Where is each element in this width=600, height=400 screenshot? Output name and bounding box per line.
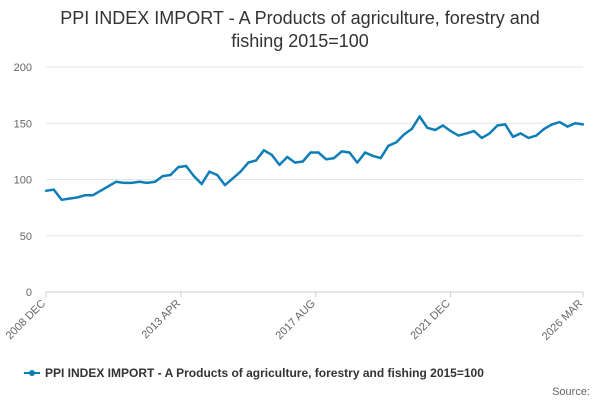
data-point[interactable] (418, 115, 421, 118)
data-point[interactable] (340, 150, 343, 153)
data-point[interactable] (542, 127, 546, 131)
y-tick-label: 0 (26, 287, 32, 299)
data-point[interactable] (356, 161, 359, 164)
data-point[interactable] (410, 127, 413, 131)
data-point[interactable] (138, 180, 141, 183)
data-point[interactable] (208, 170, 211, 173)
y-tick-label: 200 (14, 62, 32, 74)
data-point[interactable] (83, 194, 87, 197)
data-point[interactable] (146, 181, 149, 185)
data-point[interactable] (480, 136, 483, 140)
data-point[interactable] (91, 194, 94, 197)
data-point[interactable] (223, 183, 227, 187)
series-group (44, 115, 585, 202)
data-point[interactable] (550, 123, 554, 126)
data-point[interactable] (535, 134, 538, 137)
data-point[interactable] (566, 125, 569, 128)
source-label: Source: (552, 386, 590, 398)
data-point[interactable] (161, 174, 164, 178)
data-point[interactable] (457, 134, 460, 137)
chart-title-line-2: fishing 2015=100 (231, 31, 369, 51)
x-tick-label: 2026 MAR (540, 298, 585, 343)
data-point[interactable] (278, 163, 281, 167)
data-point[interactable] (301, 160, 304, 163)
legend-label: PPI INDEX IMPORT - A Products of agricul… (45, 366, 484, 380)
data-point[interactable] (426, 126, 429, 129)
series-line[interactable] (45, 115, 584, 202)
data-point[interactable] (449, 129, 452, 133)
data-point[interactable] (325, 158, 328, 161)
data-point[interactable] (488, 132, 491, 135)
data-point[interactable] (433, 128, 437, 132)
data-point[interactable] (60, 198, 63, 201)
data-point[interactable] (527, 136, 530, 140)
y-tick-label: 50 (20, 231, 32, 243)
x-tick-label: 2008 DEC (4, 298, 48, 342)
data-point[interactable] (192, 174, 196, 178)
x-tick-label: 2021 DEC (408, 298, 452, 342)
data-point[interactable] (309, 151, 312, 154)
chart-title-line-1: PPI INDEX IMPORT - A Products of agricul… (60, 8, 540, 28)
data-point[interactable] (270, 153, 273, 156)
data-point[interactable] (317, 151, 320, 154)
data-point[interactable] (379, 156, 382, 160)
data-point[interactable] (122, 181, 126, 185)
chart-title: PPI INDEX IMPORT - A Products of agricul… (60, 8, 540, 51)
legend[interactable]: PPI INDEX IMPORT - A Products of agricul… (24, 366, 484, 380)
data-point[interactable] (511, 135, 515, 138)
data-point[interactable] (44, 189, 48, 192)
data-point[interactable] (114, 180, 118, 183)
data-point[interactable] (293, 161, 297, 164)
data-point[interactable] (99, 189, 102, 192)
data-point[interactable] (247, 161, 250, 164)
x-tick-label: 2017 AUG (274, 298, 318, 342)
data-point[interactable] (130, 181, 133, 185)
data-point[interactable] (153, 180, 157, 183)
data-point[interactable] (363, 151, 367, 154)
data-point[interactable] (52, 188, 55, 191)
data-point[interactable] (286, 155, 289, 159)
data-point[interactable] (254, 159, 258, 162)
data-point[interactable] (402, 133, 406, 136)
data-point[interactable] (558, 120, 561, 124)
data-point[interactable] (496, 124, 499, 127)
x-tick-label: 2013 APR (139, 298, 183, 342)
data-point[interactable] (332, 156, 336, 160)
x-axis: 2008 DEC 2013 APR 2017 AUG 2021 DEC 2026 MAR (4, 291, 585, 343)
data-point[interactable] (177, 165, 180, 169)
y-tick-label: 100 (14, 175, 32, 187)
data-point[interactable] (504, 123, 507, 126)
data-point[interactable] (231, 177, 234, 180)
legend-marker-icon (29, 370, 35, 376)
data-point[interactable] (348, 151, 351, 154)
data-point[interactable] (75, 196, 79, 199)
data-point[interactable] (169, 173, 172, 177)
data-point[interactable] (441, 124, 445, 127)
data-point[interactable] (581, 123, 585, 126)
data-point[interactable] (239, 170, 242, 173)
data-point[interactable] (395, 141, 398, 144)
data-point[interactable] (184, 164, 188, 168)
data-point[interactable] (371, 154, 375, 158)
data-point[interactable] (68, 197, 71, 200)
data-point[interactable] (216, 173, 219, 177)
data-point[interactable] (465, 132, 468, 135)
data-point[interactable] (574, 122, 577, 125)
y-tick-label: 150 (14, 118, 32, 130)
data-point[interactable] (262, 149, 266, 152)
data-point[interactable] (472, 129, 476, 133)
y-axis-ticks: 0 50 100 150 200 (14, 62, 32, 299)
data-point[interactable] (519, 132, 522, 135)
y-gridlines (46, 66, 583, 293)
data-point[interactable] (107, 185, 110, 188)
data-point[interactable] (200, 182, 203, 186)
data-point[interactable] (387, 144, 390, 147)
